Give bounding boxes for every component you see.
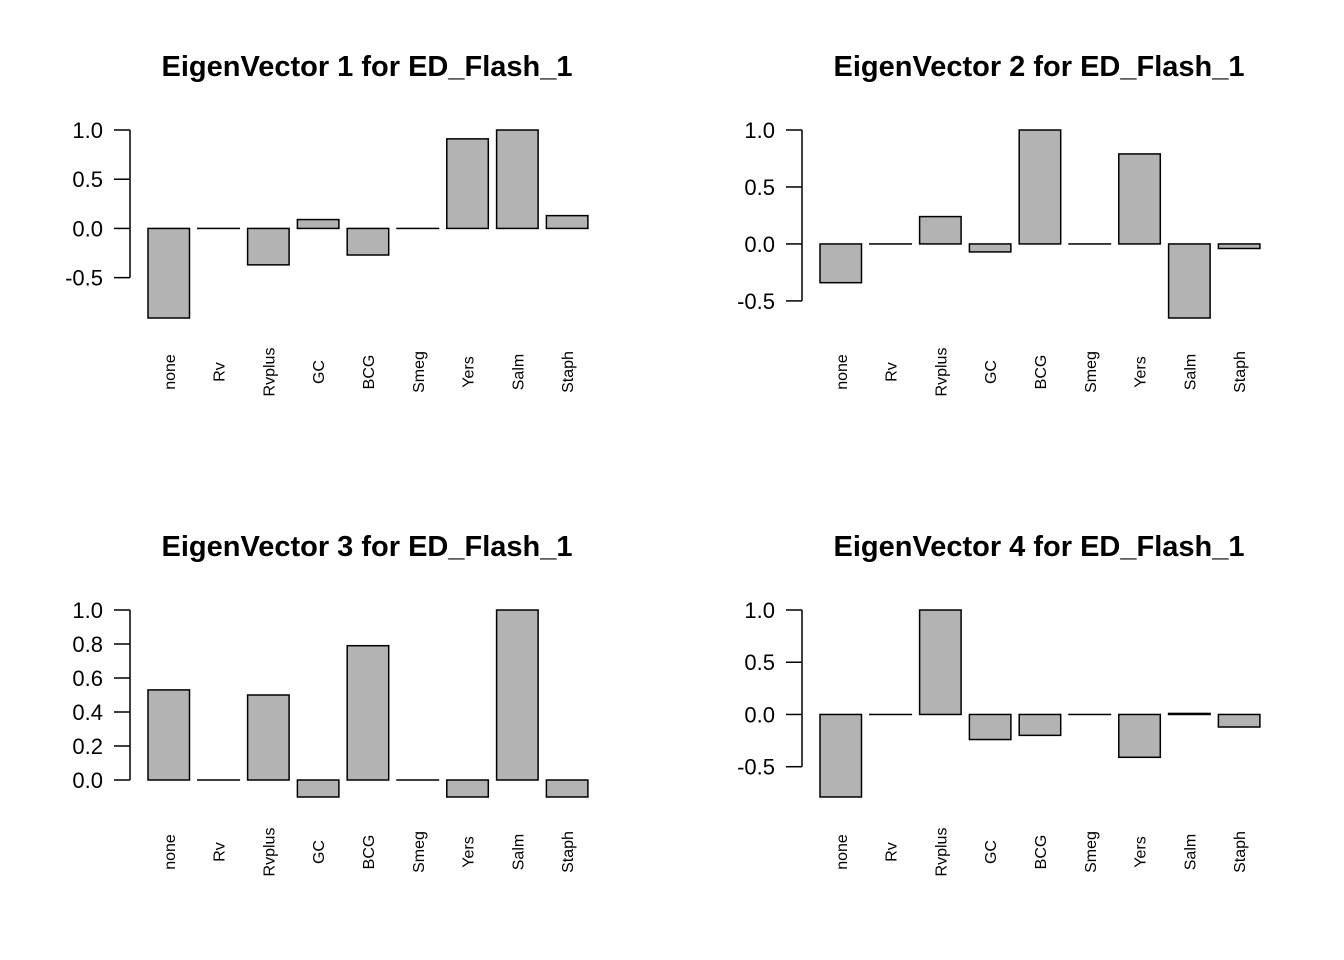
bar-none xyxy=(819,713,863,798)
bar-yers xyxy=(446,138,490,230)
x-tick-label: Staph xyxy=(1232,831,1249,873)
x-tick-label: Smeg xyxy=(1083,351,1100,393)
y-tick-label: 0.6 xyxy=(72,666,103,691)
y-tick-label: 0.8 xyxy=(72,632,103,657)
x-tick-label: Staph xyxy=(560,351,577,393)
x-tick-label: none xyxy=(834,834,851,870)
x-tick-label: GC xyxy=(311,840,328,864)
bar-staph xyxy=(545,779,589,798)
x-tick-label: Staph xyxy=(1232,351,1249,393)
x-tick-label: Salm xyxy=(1182,354,1199,390)
x-tick-label: Smeg xyxy=(411,831,428,873)
x-tick-label: Rv xyxy=(212,362,229,382)
x-tick-label: Smeg xyxy=(411,351,428,393)
bar-none xyxy=(147,227,191,319)
x-tick-label: Rvplus xyxy=(261,348,278,397)
x-tick-label: Salm xyxy=(510,354,527,390)
chart-title: EigenVector 2 for ED_Flash_1 xyxy=(834,51,1245,83)
chart-title: EigenVector 4 for ED_Flash_1 xyxy=(834,531,1245,563)
chart-panel-3: EigenVector 3 for ED_Flash_1 0.0 0.2 0.4 0.6… xyxy=(72,531,589,877)
y-tick-label: 1.0 xyxy=(744,118,775,143)
bar-bcg xyxy=(346,227,390,256)
x-tick-label: Yers xyxy=(1133,836,1150,867)
bar-gc xyxy=(296,218,340,230)
chart-title: EigenVector 3 for ED_Flash_1 xyxy=(162,531,573,563)
y-tick-label: -0.5 xyxy=(737,755,775,780)
y-tick-label: 1.0 xyxy=(72,118,103,143)
x-tick-label: BCG xyxy=(361,835,378,870)
x-tick-label: Rvplus xyxy=(933,348,950,397)
bar-none xyxy=(819,243,863,284)
x-tick-label: BCG xyxy=(361,355,378,390)
x-tick-label: GC xyxy=(983,360,1000,384)
bar-salm xyxy=(495,129,539,230)
chart-panel-1: EigenVector 1 for ED_Flash_1 -0.5 0.0 0.5 1.… xyxy=(65,51,589,397)
x-tick-label: BCG xyxy=(1033,835,1050,870)
bar-bcg xyxy=(346,644,390,781)
y-tick-label: -0.5 xyxy=(65,266,103,291)
bar-salm xyxy=(1167,712,1211,716)
x-tick-label: Smeg xyxy=(1083,831,1100,873)
y-tick-label: 0.5 xyxy=(744,175,775,200)
y-tick-label: 0.0 xyxy=(72,768,103,793)
x-tick-label: Salm xyxy=(1182,834,1199,870)
bar-rvplus xyxy=(246,227,290,266)
y-tick-label: -0.5 xyxy=(737,289,775,314)
y-tick-label: 0.5 xyxy=(744,650,775,675)
y-tick-label: 1.0 xyxy=(72,598,103,623)
bar-bcg xyxy=(1018,129,1062,245)
x-tick-label: Staph xyxy=(560,831,577,873)
x-tick-label: Rv xyxy=(212,842,229,862)
y-tick-label: 1.0 xyxy=(744,598,775,623)
bar-yers xyxy=(1118,153,1162,245)
y-tick-label: 0.2 xyxy=(72,734,103,759)
x-tick-label: GC xyxy=(983,840,1000,864)
x-tick-label: Rvplus xyxy=(261,828,278,877)
bar-yers xyxy=(446,779,490,798)
bar-rvplus xyxy=(918,609,962,716)
y-tick-label: 0.5 xyxy=(72,167,103,192)
bar-gc xyxy=(968,713,1012,741)
x-tick-label: Rv xyxy=(884,362,901,382)
x-tick-label: Yers xyxy=(461,356,478,387)
bar-gc xyxy=(968,243,1012,253)
x-tick-label: Salm xyxy=(510,834,527,870)
y-tick-label: 0.0 xyxy=(72,216,103,241)
y-tick-label: 0.0 xyxy=(744,702,775,727)
x-tick-label: Yers xyxy=(461,836,478,867)
x-tick-label: Yers xyxy=(1133,356,1150,387)
bar-salm xyxy=(495,609,539,781)
x-tick-label: none xyxy=(162,834,179,870)
bar-staph xyxy=(545,214,589,230)
chart-title: EigenVector 1 for ED_Flash_1 xyxy=(162,51,573,83)
y-tick-label: 0.4 xyxy=(72,700,103,725)
y-tick-label: 0.0 xyxy=(744,232,775,257)
x-tick-label: none xyxy=(162,354,179,390)
bar-staph xyxy=(1217,243,1261,250)
bar-none xyxy=(147,689,191,781)
x-tick-label: none xyxy=(834,354,851,390)
bar-gc xyxy=(296,779,340,798)
x-tick-label: Rvplus xyxy=(933,828,950,877)
bar-yers xyxy=(1118,713,1162,759)
bar-bcg xyxy=(1018,713,1062,737)
chart-panel-2: EigenVector 2 for ED_Flash_1 -0.5 0.0 0.5 1.… xyxy=(737,51,1261,397)
bar-rvplus xyxy=(246,694,290,781)
bar-staph xyxy=(1217,713,1261,728)
bar-salm xyxy=(1167,243,1211,319)
bar-rvplus xyxy=(918,215,962,245)
x-tick-label: BCG xyxy=(1033,355,1050,390)
x-tick-label: Rv xyxy=(884,842,901,862)
chart-panel-4: EigenVector 4 for ED_Flash_1 -0.5 0.0 0.5 1.… xyxy=(737,531,1261,877)
x-tick-label: GC xyxy=(311,360,328,384)
